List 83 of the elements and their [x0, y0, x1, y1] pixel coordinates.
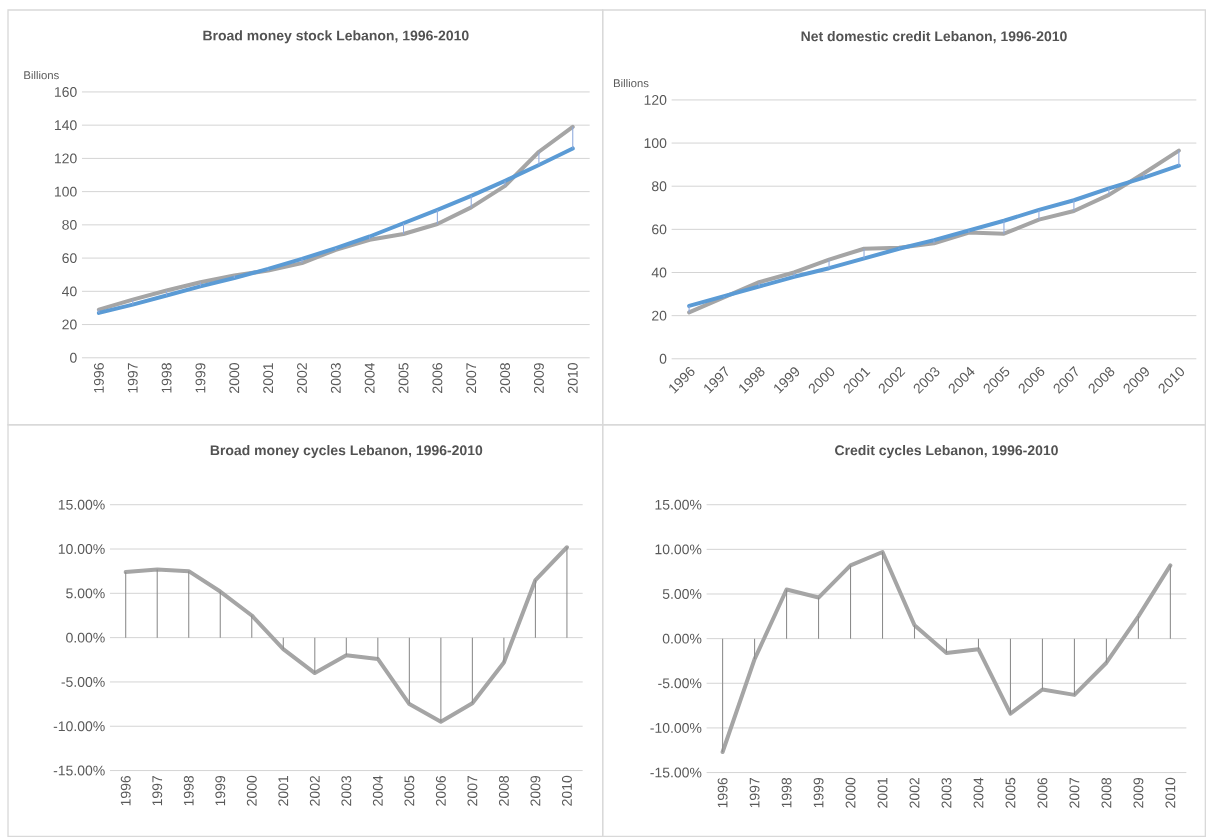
x-tick-label: 1997: [152, 775, 163, 806]
y-tick-label: -5.00%: [61, 676, 105, 687]
x-tick-label: 2010: [561, 775, 572, 806]
y-tick-label: -15.00%: [53, 765, 105, 776]
y-tick-label: 80: [651, 181, 667, 192]
x-tick-label: 2009: [1133, 777, 1144, 808]
y-tick-label: 20: [62, 319, 77, 330]
y-tick-label: 80: [62, 219, 77, 230]
x-tick-label: 1997: [127, 363, 138, 393]
y-tick-label: 160: [54, 86, 77, 97]
x-tick-label: 2001: [263, 363, 274, 393]
x-tick-label: 1997: [749, 777, 760, 808]
x-tick-label: 2002: [297, 363, 307, 393]
x-tick-label: 1998: [781, 777, 792, 808]
x-tick-label: 2000: [845, 777, 856, 808]
x-tick-label: 2008: [500, 363, 511, 393]
y-tick-label: 15.00%: [58, 499, 105, 510]
x-tick-label: 2010: [567, 362, 578, 393]
y-tick-label: 120: [54, 153, 77, 164]
y-tick-label: 140: [54, 120, 77, 131]
y-tick-label: 0.00%: [66, 632, 105, 643]
y-tick-label: 100: [54, 186, 77, 197]
x-tick-label: 2008: [1101, 777, 1112, 808]
y-tick-label: -15.00%: [650, 767, 702, 778]
y-tick-label: 5.00%: [662, 588, 702, 599]
x-tick-label: 2005: [398, 363, 409, 393]
x-tick-label: 1999: [215, 775, 226, 806]
x-tick-label: 1998: [161, 363, 172, 393]
y-axis-title: Billions: [24, 70, 59, 80]
x-tick-label: 2007: [1069, 777, 1080, 808]
y-tick-label: 0: [70, 352, 77, 363]
y-tick-label: 0: [659, 353, 667, 364]
x-tick-label: 2000: [246, 775, 257, 806]
y-tick-label: 40: [651, 267, 667, 278]
x-tick-label: 2003: [941, 777, 952, 808]
x-tick-label: 1996: [93, 363, 104, 393]
x-tick-label: 2008: [498, 775, 509, 806]
y-tick-label: 5.00%: [66, 588, 105, 599]
x-tick-label: 2002: [909, 777, 920, 808]
x-tick-label: 2005: [404, 775, 415, 806]
x-tick-label: 2004: [973, 777, 984, 808]
y-tick-label: -10.00%: [650, 722, 702, 733]
y-tick-label: 0.00%: [662, 633, 702, 644]
y-tick-label: 120: [644, 94, 667, 105]
x-tick-label: 2001: [278, 775, 289, 806]
chart-title: Credit cycles Lebanon, 1996-2010: [835, 444, 1058, 458]
x-tick-label: 1996: [717, 777, 728, 808]
y-tick-label: 60: [652, 224, 667, 235]
x-tick-label: 2004: [372, 775, 383, 806]
x-tick-label: 2009: [530, 775, 541, 806]
x-tick-label: 2007: [466, 363, 477, 393]
x-tick-label: 2009: [533, 363, 544, 393]
chart-title: Net domestic credit Lebanon, 1996-2010: [801, 30, 1067, 44]
x-tick-label: 2010: [1165, 777, 1176, 808]
x-tick-label: 2006: [432, 363, 443, 393]
chart-title: Broad money cycles Lebanon, 1996-2010: [210, 444, 483, 458]
y-tick-label: 40: [62, 286, 77, 297]
x-tick-label: 2003: [341, 775, 352, 806]
x-tick-label: 2006: [1037, 777, 1048, 808]
y-tick-label: 10.00%: [58, 543, 105, 554]
y-tick-label: 100: [644, 138, 667, 148]
y-tick-label: 60: [62, 253, 77, 263]
line-series: [720, 549, 1173, 754]
x-tick-label: 2005: [1005, 777, 1016, 808]
x-tick-label: 2006: [435, 775, 446, 806]
x-tick-label: 2004: [364, 362, 375, 393]
y-tick-label: 20: [652, 310, 667, 321]
chart-title: Broad money stock Lebanon, 1996-2010: [203, 30, 469, 44]
y-axis-title: Billions: [613, 78, 649, 88]
x-tick-label: 2000: [229, 362, 240, 393]
y-tick-label: -5.00%: [658, 678, 702, 689]
x-tick-label: 2003: [330, 363, 341, 393]
y-tick-label: 10.00%: [655, 544, 702, 555]
line-series: [123, 545, 569, 724]
x-tick-label: 1998: [183, 775, 194, 806]
x-tick-label: 1999: [813, 777, 824, 808]
x-tick-label: 1996: [120, 775, 131, 806]
x-tick-label: 2002: [309, 775, 320, 806]
y-tick-label: -10.00%: [53, 721, 105, 732]
y-tick-label: 15.00%: [655, 499, 702, 510]
x-tick-label: 1999: [195, 363, 206, 393]
x-tick-label: 2007: [467, 775, 478, 806]
x-tick-label: 2001: [877, 777, 888, 808]
